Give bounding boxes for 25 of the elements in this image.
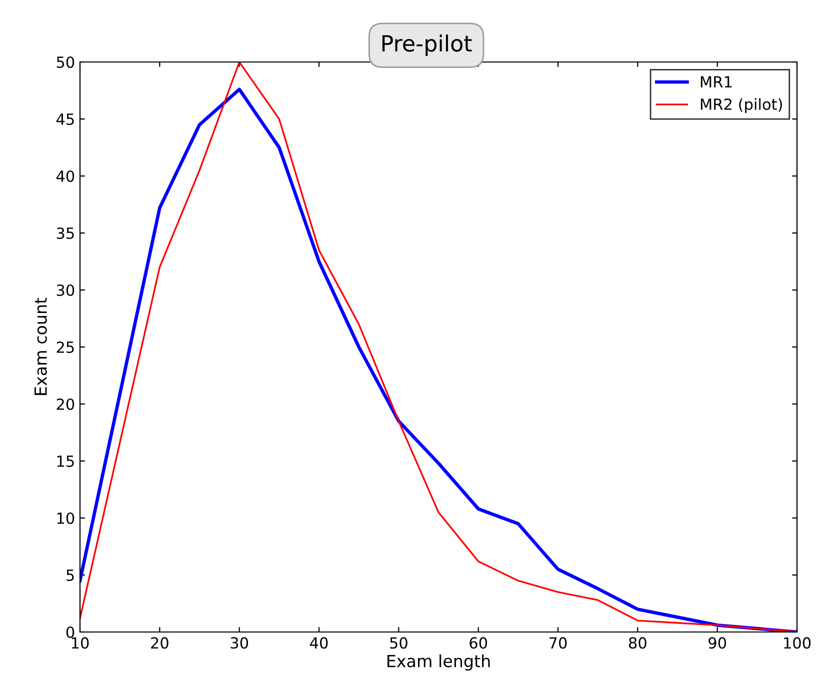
x-tick-label: 90 bbox=[708, 637, 726, 649]
y-tick-label: 50 bbox=[56, 56, 74, 68]
x-tick-label: 40 bbox=[310, 637, 328, 649]
x-axis-title: Exam length bbox=[388, 654, 490, 671]
x-tick-label: 50 bbox=[390, 637, 408, 649]
x-tick-label: 80 bbox=[628, 637, 646, 649]
y-axis-title: Exam count bbox=[34, 298, 47, 395]
x-tick-label: 20 bbox=[151, 637, 168, 649]
y-tick-label: 35 bbox=[56, 227, 74, 240]
x-tick-label: 70 bbox=[550, 637, 567, 649]
y-tick-label: 25 bbox=[56, 341, 74, 354]
x-tick-label: 30 bbox=[230, 637, 248, 649]
y-tick-label: 20 bbox=[56, 398, 74, 410]
legend-label: MR2 (pilot) bbox=[700, 98, 782, 113]
y-tick-label: 10 bbox=[57, 512, 74, 524]
legend-label: MR1 bbox=[700, 76, 732, 88]
x-tick-label: 60 bbox=[470, 637, 488, 649]
y-tick-label: 0 bbox=[66, 626, 74, 638]
y-tick-label: 15 bbox=[57, 456, 74, 468]
y-tick-label: 40 bbox=[56, 170, 74, 182]
chart-title: Pre-pilot bbox=[382, 34, 472, 56]
y-tick-label: 5 bbox=[66, 570, 74, 582]
y-tick-label: 45 bbox=[56, 114, 74, 126]
y-tick-label: 30 bbox=[56, 284, 74, 296]
x-tick-label: 100 bbox=[784, 637, 811, 649]
